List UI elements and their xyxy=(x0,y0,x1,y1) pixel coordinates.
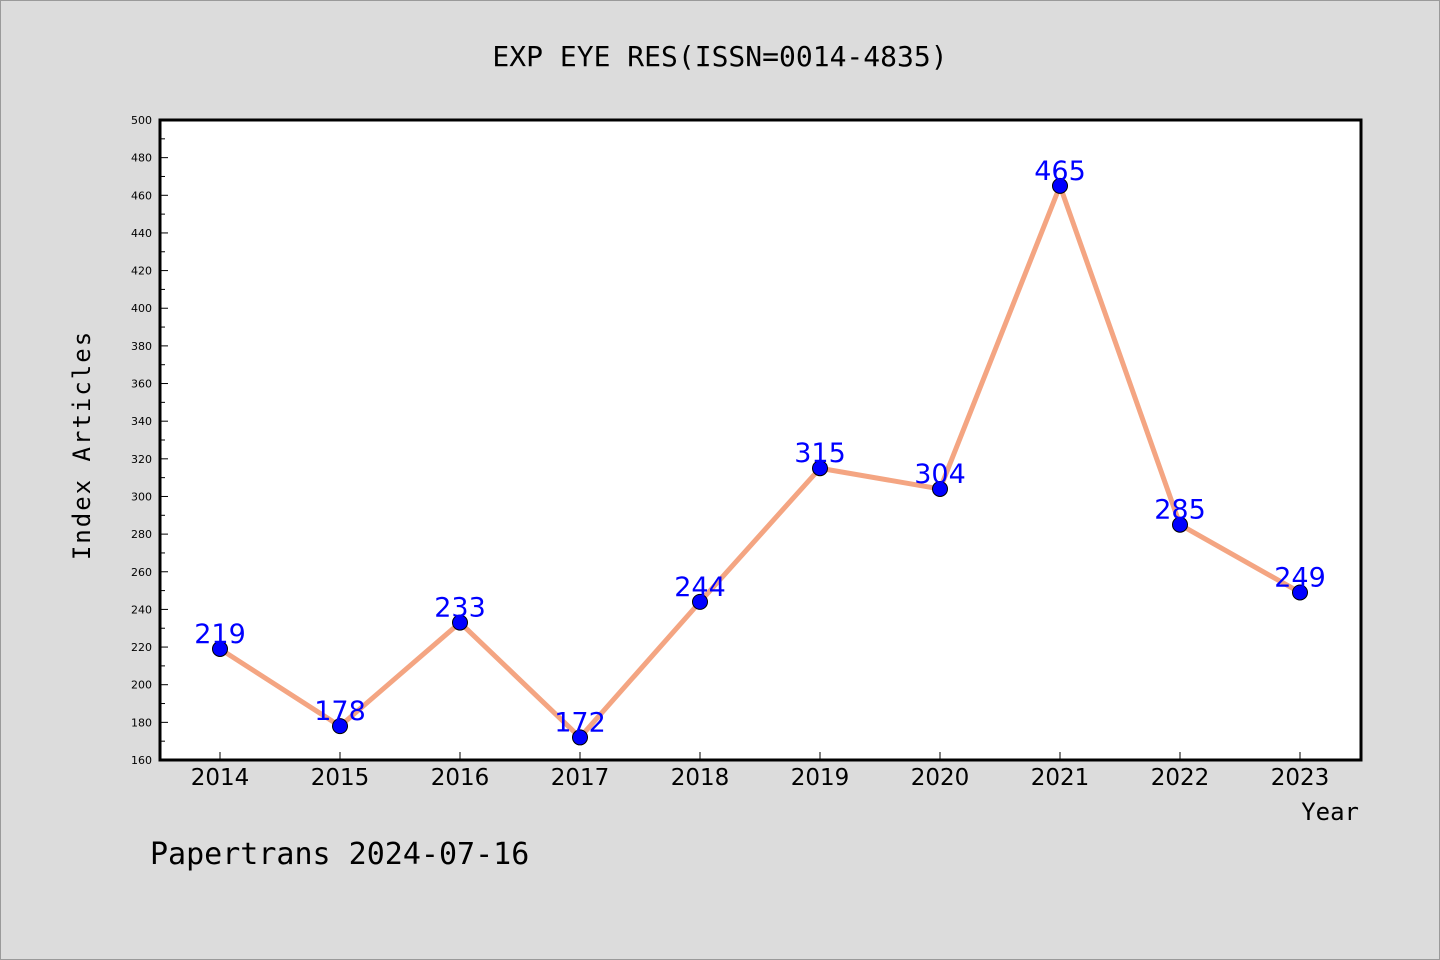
data-point xyxy=(1052,177,1068,194)
data-points xyxy=(212,177,1308,746)
x-tick-label: 2016 xyxy=(431,765,490,791)
y-tick-label: 380 xyxy=(131,340,152,353)
x-tick-label: 2022 xyxy=(1151,765,1210,791)
y-tick-label: 160 xyxy=(131,754,152,767)
y-tick-label: 240 xyxy=(131,603,152,616)
y-axis-label: Index Articles xyxy=(68,330,96,560)
x-axis-label: Year xyxy=(1301,798,1359,826)
y-tick-label: 440 xyxy=(131,227,152,240)
x-tick-label: 2015 xyxy=(311,765,370,791)
y-axis-ticks: 160 180 200 220 240 260 280 300 320 340 360 380 400 4… xyxy=(131,114,168,767)
x-tick-label: 2023 xyxy=(1271,765,1330,791)
data-point xyxy=(812,460,828,477)
plot-border xyxy=(158,118,1363,762)
data-label: 285 xyxy=(1154,495,1206,526)
data-label: 304 xyxy=(914,459,966,490)
plot-area xyxy=(160,120,1361,760)
y-tick-label: 180 xyxy=(131,716,152,729)
y-tick-label: 360 xyxy=(131,378,152,391)
data-point xyxy=(452,614,468,631)
y-tick-label: 300 xyxy=(131,490,152,503)
y-tick-label: 200 xyxy=(131,679,152,692)
data-label: 219 xyxy=(194,619,246,650)
data-point xyxy=(212,640,228,657)
data-label: 178 xyxy=(314,696,366,727)
data-point xyxy=(332,718,348,735)
x-tick-label: 2014 xyxy=(191,765,250,791)
x-tick-label: 2020 xyxy=(911,765,970,791)
y-tick-label: 320 xyxy=(131,453,152,466)
data-point xyxy=(1292,584,1308,601)
data-label: 233 xyxy=(434,593,486,624)
data-point xyxy=(932,480,948,497)
y-tick-label: 420 xyxy=(131,265,152,278)
data-point xyxy=(1172,516,1188,533)
y-tick-label: 220 xyxy=(131,641,152,654)
data-label: 465 xyxy=(1034,156,1086,187)
data-label: 249 xyxy=(1274,562,1326,593)
y-tick-label: 260 xyxy=(131,566,152,579)
chart-title: EXP EYE RES(ISSN=0014-4835) xyxy=(492,40,947,73)
x-tick-label: 2017 xyxy=(551,765,610,791)
y-tick-label: 340 xyxy=(131,415,152,428)
series-line xyxy=(218,183,1302,740)
y-tick-label: 500 xyxy=(131,114,152,127)
x-axis-ticks: 2014 2015 2016 2017 2018 2019 2020 2021 2022 2023 xyxy=(191,752,1330,791)
data-label: 172 xyxy=(554,707,606,738)
data-point xyxy=(692,593,708,610)
y-tick-label: 480 xyxy=(131,152,152,165)
x-tick-label: 2021 xyxy=(1031,765,1090,791)
footer-credit: Papertrans 2024-07-16 xyxy=(150,837,529,872)
data-labels: 219 178 233 172 244 315 304 465 285 249 xyxy=(194,156,1326,739)
x-tick-label: 2019 xyxy=(791,765,850,791)
y-tick-label: 460 xyxy=(131,189,152,202)
y-tick-label: 280 xyxy=(131,528,152,541)
data-label: 244 xyxy=(674,572,726,603)
x-tick-label: 2018 xyxy=(671,765,730,791)
data-point xyxy=(572,729,588,746)
y-tick-label: 400 xyxy=(131,302,152,315)
data-label: 315 xyxy=(794,438,846,469)
